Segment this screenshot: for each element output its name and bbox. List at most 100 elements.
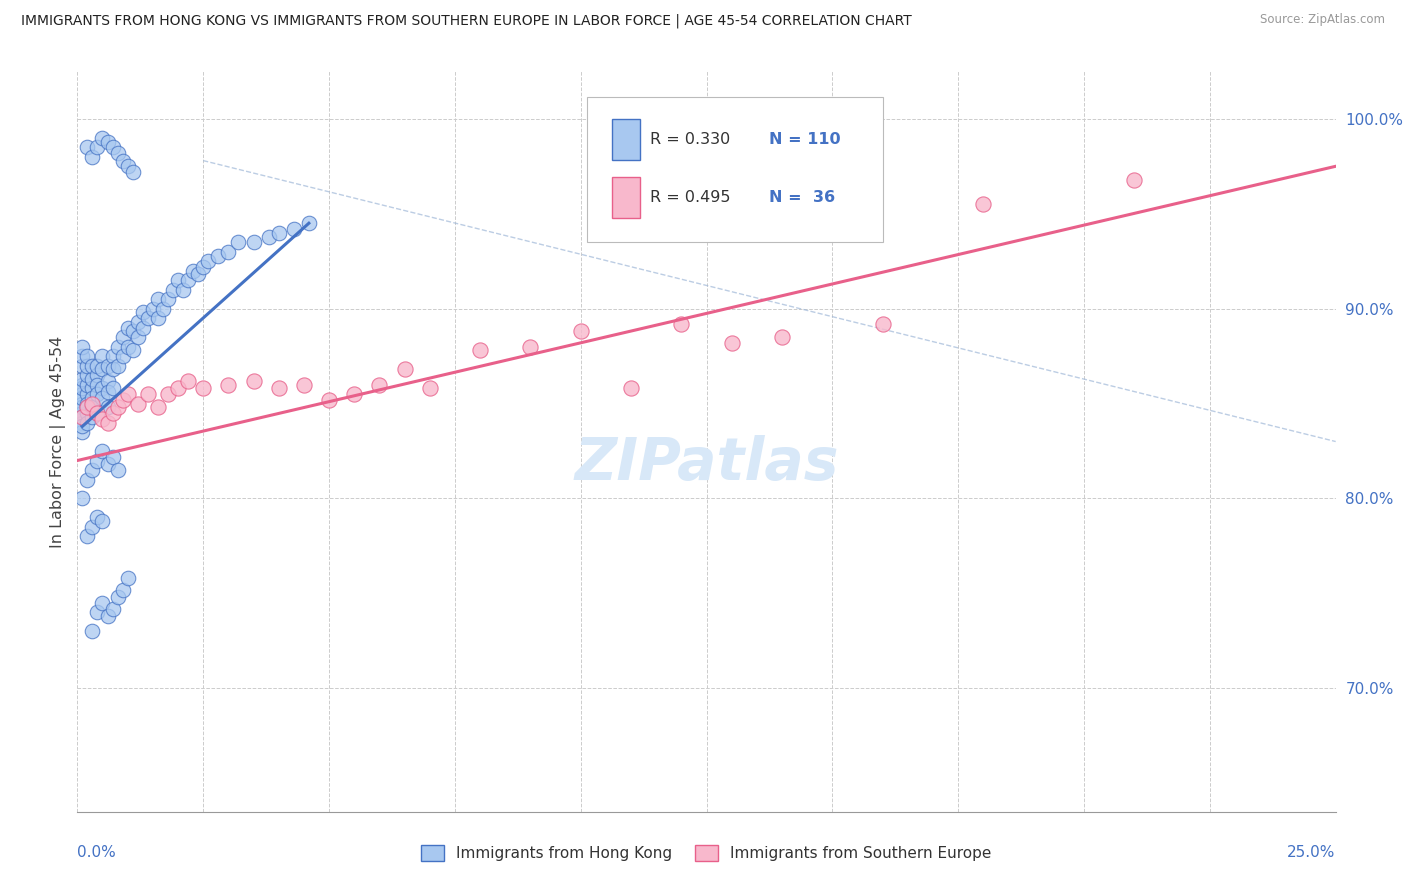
Point [419, 381, 441, 395]
Point [96, 385, 118, 400]
Point [76, 359, 98, 373]
Point [101, 140, 124, 154]
Point [972, 197, 994, 211]
Point [107, 146, 129, 161]
Point [162, 283, 184, 297]
Point [91, 362, 114, 376]
Point [72, 340, 94, 354]
Point [76, 349, 98, 363]
Point [91, 444, 114, 458]
Legend: Immigrants from Hong Kong, Immigrants from Southern Europe: Immigrants from Hong Kong, Immigrants fr… [415, 838, 998, 867]
Point [257, 229, 280, 244]
Point [96, 401, 118, 415]
Point [132, 305, 155, 319]
Text: R = 0.330: R = 0.330 [650, 132, 730, 147]
Point [127, 396, 149, 410]
Point [82, 372, 104, 386]
Point [394, 362, 416, 376]
Point [569, 325, 592, 339]
Text: R = 0.495: R = 0.495 [650, 190, 730, 205]
Point [96, 458, 118, 472]
Point [156, 292, 179, 306]
Point [121, 325, 143, 339]
Point [136, 311, 159, 326]
Point [101, 450, 124, 464]
Point [91, 411, 114, 425]
Point [72, 416, 94, 430]
Point [91, 349, 114, 363]
Point [91, 596, 114, 610]
Point [76, 406, 98, 420]
Point [86, 387, 108, 401]
Point [72, 409, 94, 424]
Point [76, 401, 98, 415]
Point [468, 343, 491, 358]
Text: N =  36: N = 36 [769, 190, 835, 205]
Point [91, 381, 114, 395]
Point [191, 381, 215, 395]
Y-axis label: In Labor Force | Age 45-54: In Labor Force | Age 45-54 [51, 335, 66, 548]
Point [117, 340, 139, 354]
Point [167, 273, 190, 287]
Point [72, 359, 94, 373]
Point [217, 244, 239, 259]
Point [207, 248, 229, 262]
Point [82, 391, 104, 405]
Point [82, 150, 104, 164]
Point [267, 381, 290, 395]
Point [72, 377, 94, 392]
Point [117, 571, 139, 585]
Point [156, 387, 179, 401]
Point [76, 529, 98, 543]
Point [146, 292, 169, 306]
Point [343, 387, 366, 401]
Point [136, 387, 159, 401]
Point [101, 349, 124, 363]
Point [197, 254, 219, 268]
Point [82, 463, 104, 477]
Point [117, 320, 139, 334]
Point [72, 349, 94, 363]
Text: 25.0%: 25.0% [1288, 845, 1336, 860]
Text: N = 110: N = 110 [769, 132, 841, 147]
Point [96, 416, 118, 430]
Point [283, 222, 305, 236]
Point [1123, 172, 1146, 186]
Point [298, 216, 321, 230]
Text: Source: ZipAtlas.com: Source: ZipAtlas.com [1260, 13, 1385, 27]
Point [72, 425, 94, 439]
Point [72, 396, 94, 410]
Text: IMMIGRANTS FROM HONG KONG VS IMMIGRANTS FROM SOUTHERN EUROPE IN LABOR FORCE | AG: IMMIGRANTS FROM HONG KONG VS IMMIGRANTS … [21, 13, 912, 28]
Point [187, 268, 209, 282]
Point [86, 606, 108, 620]
Point [76, 396, 98, 410]
Point [86, 510, 108, 524]
Point [181, 263, 204, 277]
Point [86, 406, 108, 420]
Point [96, 609, 118, 624]
Point [242, 374, 264, 388]
Point [76, 401, 98, 415]
Point [76, 368, 98, 383]
Point [177, 273, 200, 287]
Point [318, 392, 340, 407]
Point [111, 392, 134, 407]
Point [96, 359, 118, 373]
Point [368, 377, 391, 392]
Point [177, 374, 200, 388]
Point [72, 391, 94, 405]
Point [172, 283, 194, 297]
Point [127, 315, 149, 329]
FancyBboxPatch shape [586, 97, 883, 242]
Point [76, 377, 98, 392]
Point [76, 416, 98, 430]
Point [101, 381, 124, 395]
Point [72, 381, 94, 395]
Point [152, 301, 174, 316]
Point [146, 311, 169, 326]
Point [72, 387, 94, 401]
Point [111, 582, 134, 597]
Point [96, 135, 118, 149]
Point [720, 335, 742, 350]
Point [72, 491, 94, 506]
